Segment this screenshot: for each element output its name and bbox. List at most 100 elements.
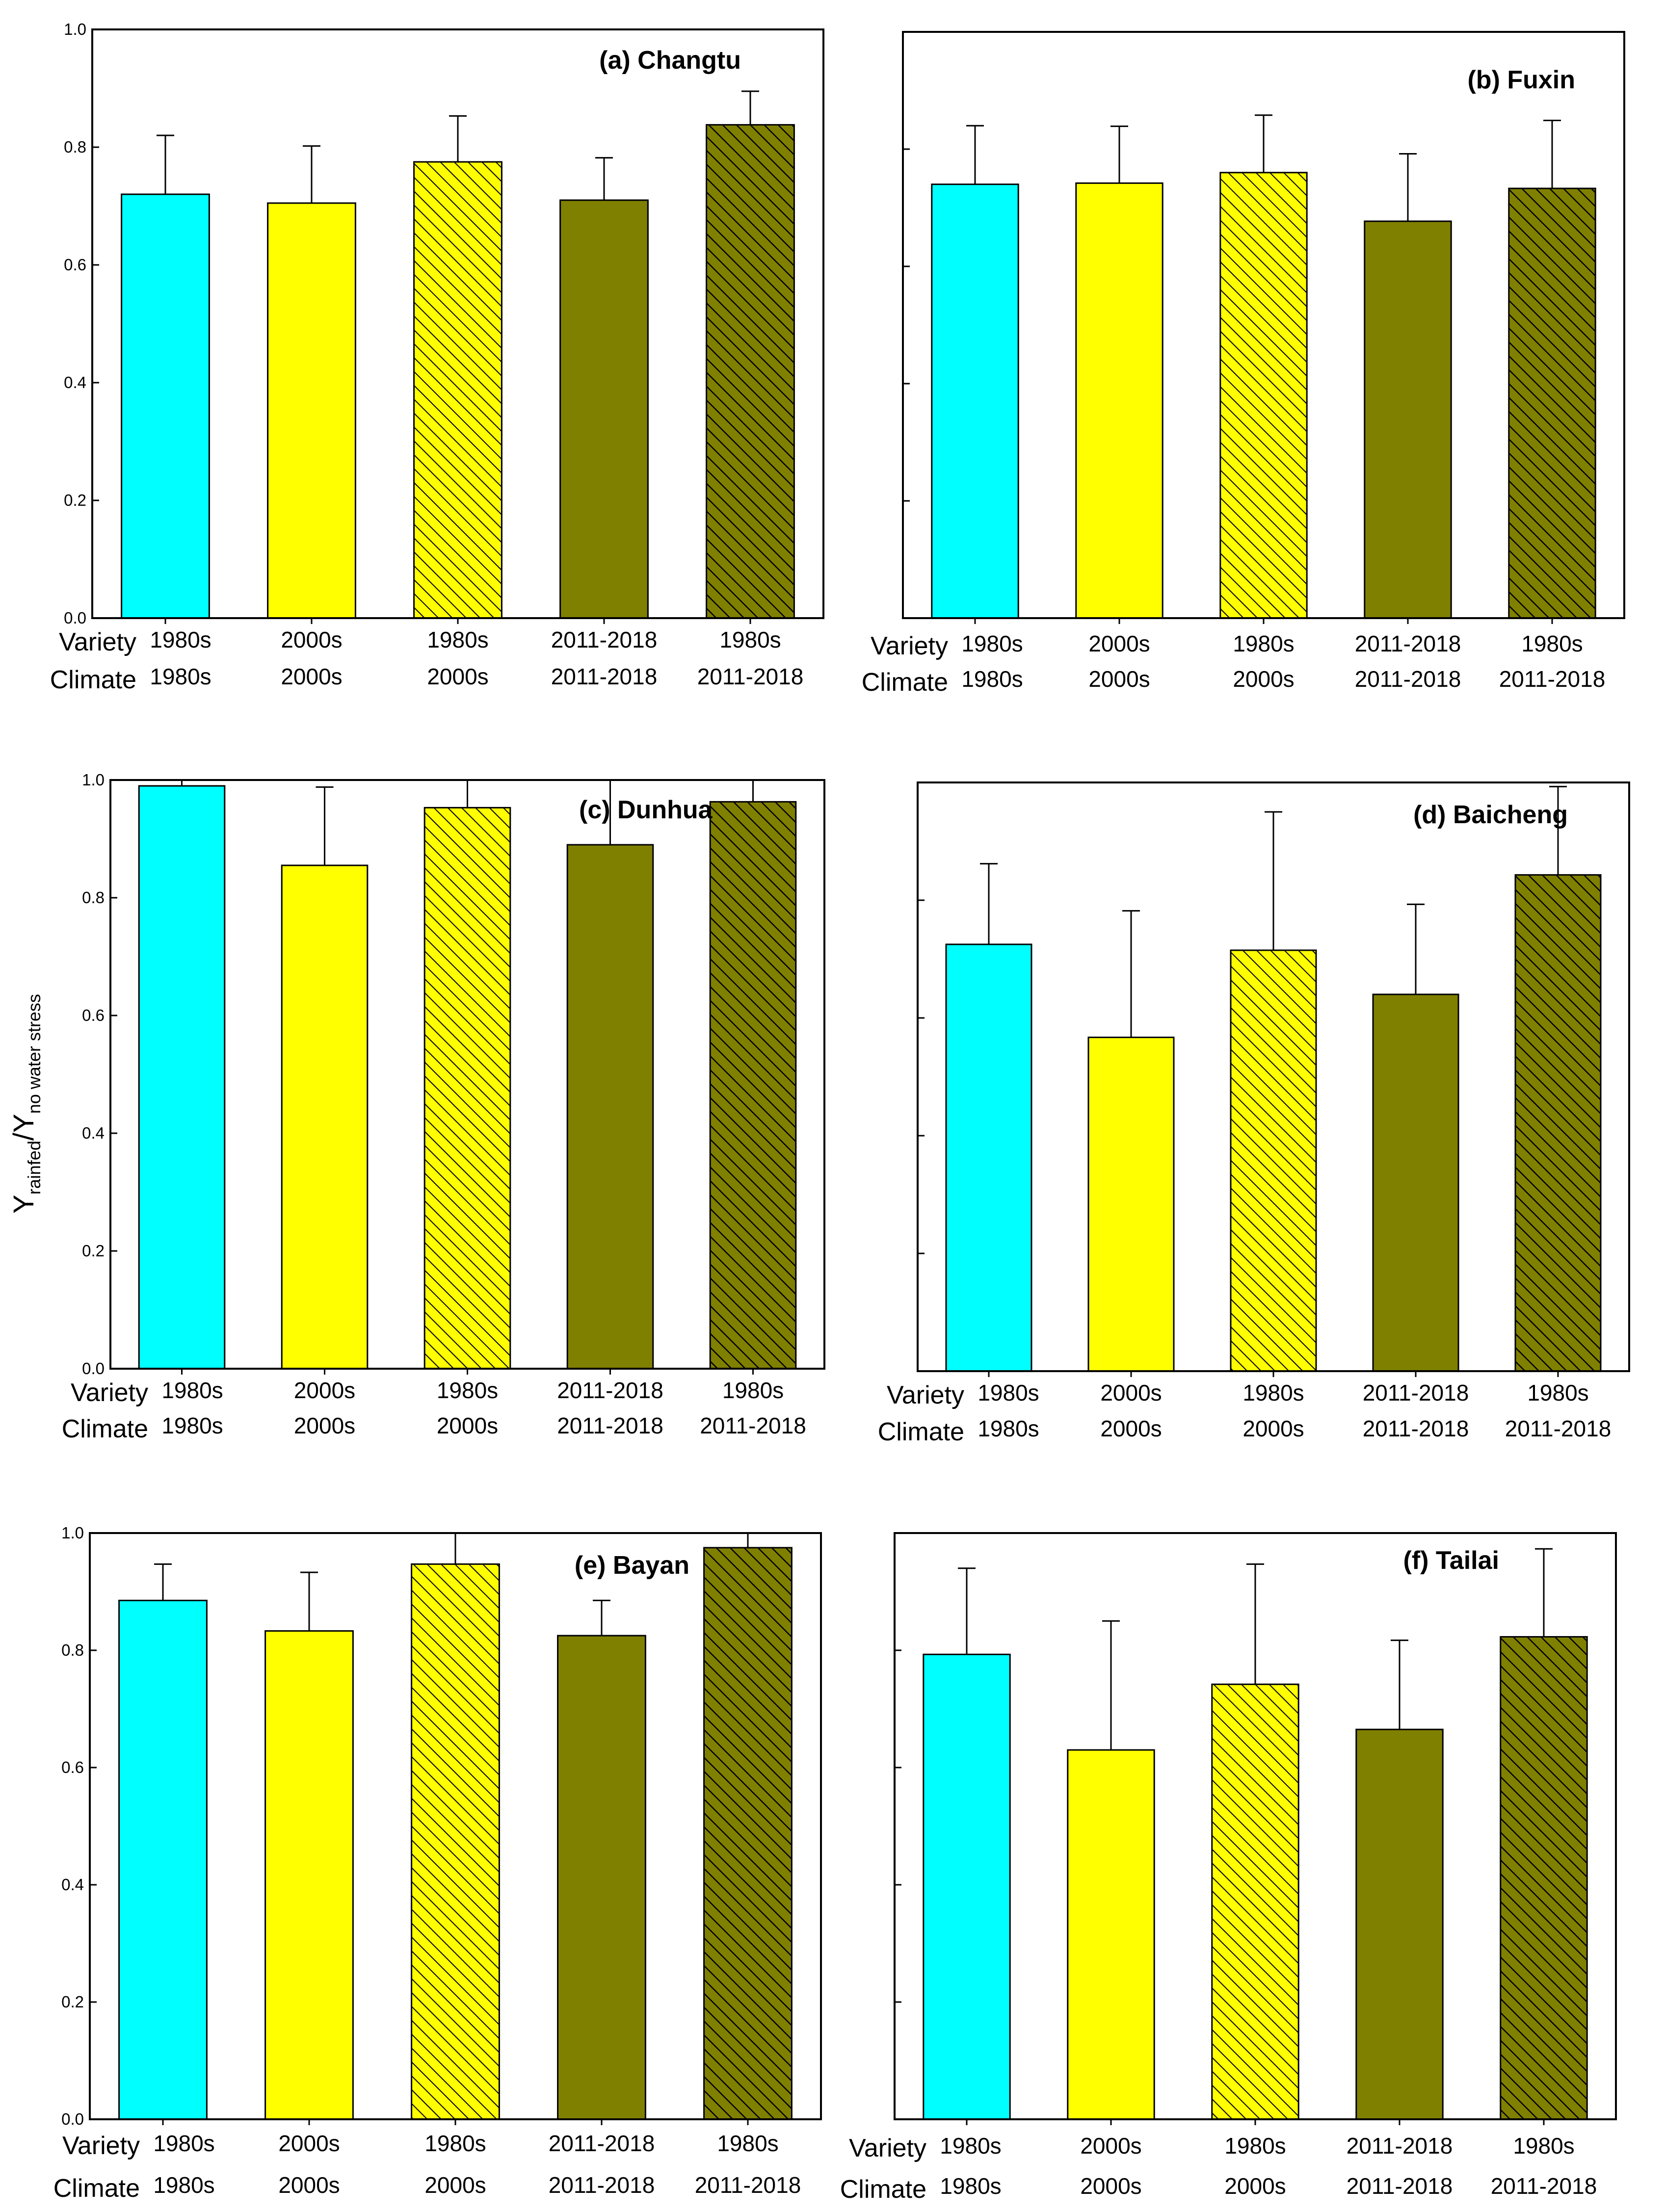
bar bbox=[413, 161, 502, 619]
climate-row-label: Climate bbox=[53, 2174, 140, 2203]
climate-label: 1980s bbox=[161, 1413, 223, 1438]
panel-title: (c) Dunhua bbox=[579, 796, 713, 824]
climate-label: 2011-2018 bbox=[1347, 2173, 1453, 2199]
climate-row-label: Climate bbox=[62, 1415, 148, 1443]
bar bbox=[945, 943, 1032, 1372]
bar bbox=[1075, 182, 1163, 619]
y-tick-label: 0.6 bbox=[61, 1758, 84, 1776]
climate-label: 2000s bbox=[1080, 2173, 1141, 2199]
climate-label: 2000s bbox=[1100, 1416, 1162, 1441]
panel-title: (d) Baicheng bbox=[1413, 801, 1568, 829]
climate-row-label: Climate bbox=[862, 668, 948, 697]
climate-label: 2011-2018 bbox=[1505, 1416, 1612, 1441]
variety-label: 1980s bbox=[1224, 2133, 1286, 2159]
bar bbox=[267, 202, 356, 619]
y-tick-label: 0.2 bbox=[64, 491, 86, 509]
bar bbox=[1355, 1728, 1444, 2120]
climate-label: 2000s bbox=[424, 2172, 486, 2198]
bar bbox=[264, 1630, 354, 2120]
climate-label: 2011-2018 bbox=[1355, 666, 1461, 692]
y-tick-label: 0.2 bbox=[61, 1993, 84, 2011]
climate-label: 2000s bbox=[437, 1413, 498, 1438]
panel-title: (e) Bayan bbox=[575, 1551, 689, 1580]
y-tick-label: 0.4 bbox=[61, 1875, 84, 1894]
variety-row-label: Variety bbox=[71, 1379, 148, 1407]
bar bbox=[1087, 1037, 1175, 1372]
y-tick-label: 0.2 bbox=[82, 1242, 105, 1260]
bar bbox=[1067, 1749, 1155, 2120]
y-tick-label: 0.6 bbox=[82, 1006, 105, 1024]
variety-label: 2011-2018 bbox=[549, 2131, 655, 2156]
y-tick-label: 1.0 bbox=[82, 771, 105, 789]
panel-title: (b) Fuxin bbox=[1467, 66, 1575, 94]
variety-row-label: Variety bbox=[887, 1381, 964, 1409]
climate-label: 2011-2018 bbox=[557, 1413, 663, 1438]
variety-label: 2011-2018 bbox=[1363, 1380, 1469, 1405]
y-tick-label: 0.0 bbox=[82, 1359, 105, 1378]
variety-label: 2000s bbox=[278, 2131, 340, 2156]
y-tick-label: 1.0 bbox=[64, 20, 86, 38]
climate-label: 2011-2018 bbox=[695, 2172, 801, 2198]
variety-label: 2011-2018 bbox=[1347, 2133, 1453, 2159]
variety-label: 2011-2018 bbox=[551, 627, 658, 652]
bar bbox=[559, 199, 649, 619]
variety-label: 1980s bbox=[719, 627, 781, 652]
variety-label: 1980s bbox=[150, 627, 211, 652]
variety-label: 1980s bbox=[1233, 631, 1294, 656]
y-tick-label: 0.0 bbox=[64, 609, 86, 627]
climate-label: 2000s bbox=[278, 2172, 340, 2198]
bar bbox=[1500, 1636, 1588, 2120]
variety-row-label: Variety bbox=[871, 632, 948, 660]
bar bbox=[423, 807, 511, 1370]
variety-row-label: Variety bbox=[62, 2132, 140, 2160]
bar bbox=[703, 1547, 793, 2120]
bar bbox=[1372, 993, 1459, 1372]
bar bbox=[281, 864, 369, 1370]
bar bbox=[411, 1563, 500, 2120]
variety-label: 1980s bbox=[1527, 1380, 1588, 1405]
panel-title: (a) Changtu bbox=[599, 46, 741, 75]
chart-panel-2: (b) Fuxin Variety Climate 1980s 1980s 2000s 20… bbox=[862, 31, 1625, 697]
y-tick-label: 0.8 bbox=[61, 1641, 84, 1659]
variety-label: 2000s bbox=[281, 627, 342, 652]
variety-label: 2011-2018 bbox=[1355, 631, 1461, 656]
y-axis-title: Yrainfed/Yno water stress bbox=[8, 994, 44, 1214]
chart-panel-1: 0.0 0.2 0.4 0.6 0.8 1.0 (a) Changtu Variety Clim… bbox=[50, 20, 824, 694]
variety-label: 1980s bbox=[153, 2131, 214, 2156]
climate-row-label: Climate bbox=[50, 666, 136, 694]
climate-label: 2011-2018 bbox=[1491, 2173, 1597, 2199]
y-tick-label: 1.0 bbox=[61, 1524, 84, 1542]
climate-label: 2011-2018 bbox=[551, 664, 658, 689]
y-tick-label: 0.0 bbox=[61, 2110, 84, 2128]
climate-label: 2011-2018 bbox=[549, 2172, 655, 2198]
variety-label: 1980s bbox=[437, 1378, 498, 1403]
variety-label: 1980s bbox=[978, 1380, 1039, 1405]
bar bbox=[1364, 220, 1452, 619]
climate-label: 2011-2018 bbox=[1499, 666, 1606, 692]
chart-panel-3: 0.0 0.2 0.4 0.6 0.8 1.0 (c) Dunhua Variety Clima… bbox=[62, 771, 825, 1443]
variety-label: 1980s bbox=[717, 2131, 778, 2156]
climate-label: 2011-2018 bbox=[700, 1413, 806, 1438]
chart-panel-6: (f) Tailai Variety Climate 1980s 1980s 2000s 2… bbox=[840, 1532, 1617, 2204]
variety-label: 1980s bbox=[1513, 2133, 1574, 2159]
variety-label: 1980s bbox=[161, 1378, 223, 1403]
y-tick-label: 0.6 bbox=[64, 256, 86, 274]
climate-label: 1980s bbox=[153, 2172, 214, 2198]
bar bbox=[118, 1599, 208, 2120]
bar bbox=[557, 1635, 646, 2120]
y-tick-label: 0.4 bbox=[64, 373, 86, 391]
bar bbox=[931, 183, 1019, 619]
chart-panel-5: 0.0 0.2 0.4 0.6 0.8 1.0 (e) Bayan Variety Climat… bbox=[53, 1524, 822, 2203]
variety-row-label: Variety bbox=[849, 2134, 926, 2162]
variety-label: 1980s bbox=[427, 627, 488, 652]
bar bbox=[138, 785, 226, 1370]
bar bbox=[121, 193, 210, 619]
variety-label: 1980s bbox=[961, 631, 1023, 656]
variety-label: 1980s bbox=[1242, 1380, 1304, 1405]
variety-label: 1980s bbox=[424, 2131, 486, 2156]
bar bbox=[1211, 1683, 1299, 2120]
y-tick-label: 0.4 bbox=[82, 1124, 105, 1142]
climate-label: 2000s bbox=[1233, 666, 1294, 692]
variety-row-label: Variety bbox=[59, 628, 136, 656]
